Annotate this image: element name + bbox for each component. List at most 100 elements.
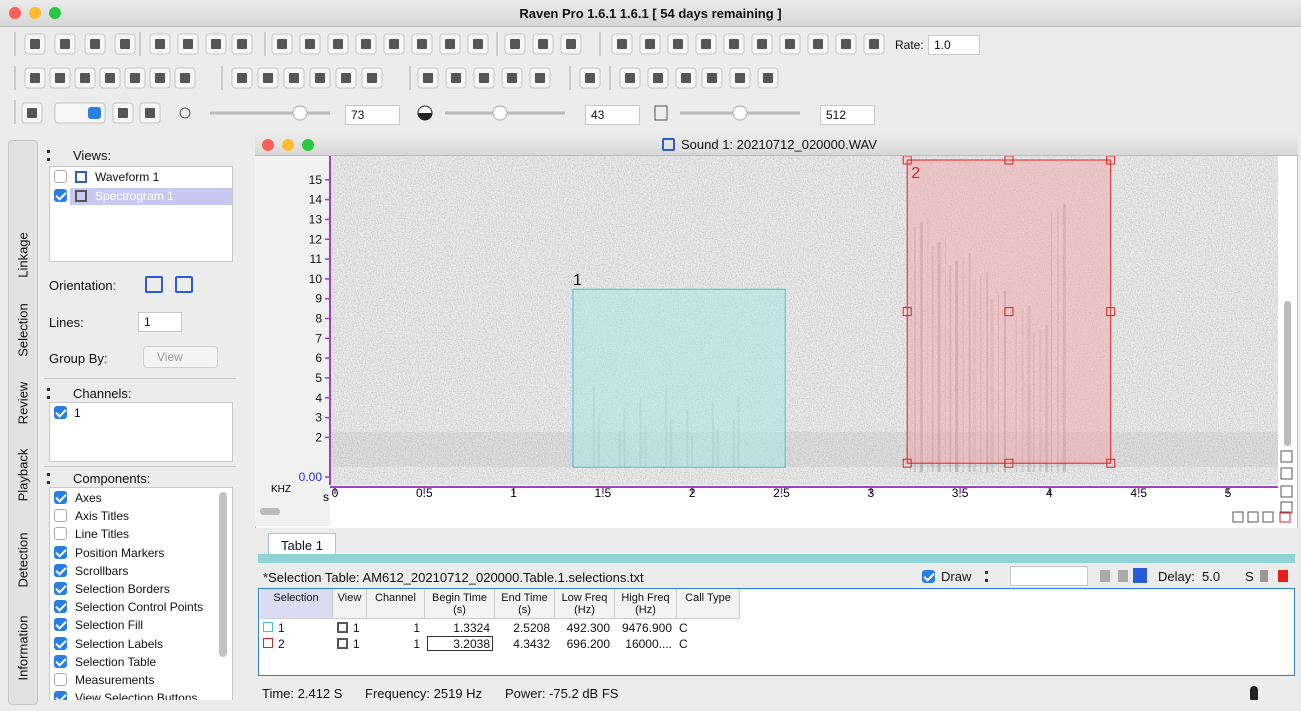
- component-name[interactable]: Measurements: [75, 673, 154, 687]
- checkbox[interactable]: [54, 527, 67, 540]
- checkbox[interactable]: [54, 655, 67, 668]
- component-name[interactable]: Axis Titles: [75, 509, 129, 523]
- lines-input[interactable]: 1: [138, 312, 182, 332]
- checkbox[interactable]: [54, 546, 67, 559]
- components-cover: [49, 700, 233, 711]
- column-header[interactable]: Call Type: [677, 589, 740, 619]
- slider-knob[interactable]: [493, 106, 507, 120]
- orientation-button[interactable]: [175, 276, 193, 293]
- table-tab[interactable]: Table 1: [268, 533, 336, 555]
- side-tab[interactable]: Playback: [16, 449, 31, 502]
- component-name[interactable]: Selection Table: [75, 655, 156, 669]
- play-button[interactable]: [1133, 568, 1147, 583]
- checkbox[interactable]: [54, 170, 67, 183]
- zoom-button[interactable]: [1233, 512, 1243, 522]
- view-name[interactable]: Spectrogram 1: [95, 189, 174, 203]
- table-cell[interactable]: 1: [367, 637, 420, 651]
- components-scrollbar[interactable]: [219, 492, 227, 657]
- side-tab[interactable]: Linkage: [16, 232, 31, 278]
- zoom-button[interactable]: [1248, 512, 1258, 522]
- table-cell[interactable]: 492.300: [555, 621, 610, 635]
- window-button[interactable]: [302, 139, 314, 151]
- checkbox[interactable]: [54, 637, 67, 650]
- component-name[interactable]: Line Titles: [75, 527, 129, 541]
- selection-box[interactable]: [573, 289, 785, 467]
- column-header[interactable]: End Time(s): [495, 589, 555, 619]
- selection-box[interactable]: [907, 160, 1110, 463]
- table-cell[interactable]: 1: [278, 621, 285, 635]
- table-cell[interactable]: 1.3324: [425, 621, 490, 635]
- component-name[interactable]: Position Markers: [75, 546, 164, 560]
- column-header[interactable]: High Freq(Hz): [615, 589, 677, 619]
- zoom-button[interactable]: [1281, 486, 1292, 497]
- column-header[interactable]: View: [333, 589, 367, 619]
- contrast-input[interactable]: 43: [585, 105, 640, 125]
- component-name[interactable]: Axes: [75, 491, 102, 505]
- spectrogram: 0.002345678910111213141500.511.522.533.5…: [255, 156, 1298, 526]
- checkbox[interactable]: [54, 509, 67, 522]
- zoom-button[interactable]: [1281, 468, 1292, 479]
- side-tab[interactable]: Information: [16, 615, 31, 680]
- window-button[interactable]: [282, 139, 294, 151]
- table-cell[interactable]: 2: [278, 637, 285, 651]
- table-cell[interactable]: 1: [353, 621, 360, 635]
- table-cell[interactable]: 9476.900: [615, 621, 672, 635]
- checkbox[interactable]: [54, 491, 67, 504]
- status-time: Time: 2.412 S: [262, 686, 342, 701]
- table-cell[interactable]: 2.5208: [495, 621, 550, 635]
- table-cell[interactable]: 1: [367, 621, 420, 635]
- checkbox[interactable]: [54, 564, 67, 577]
- zoom-button[interactable]: [1281, 451, 1292, 462]
- component-name[interactable]: Selection Control Points: [75, 600, 203, 614]
- checkbox[interactable]: [54, 406, 67, 419]
- component-name[interactable]: Selection Fill: [75, 618, 143, 632]
- rate-input[interactable]: 1.0: [928, 35, 980, 55]
- side-tab[interactable]: Detection: [16, 533, 31, 588]
- h-scrollbar[interactable]: [260, 508, 280, 515]
- table-cell[interactable]: 696.200: [555, 637, 610, 651]
- v-scrollbar[interactable]: [1284, 301, 1291, 446]
- component-name[interactable]: Selection Labels: [75, 637, 163, 651]
- table-cell[interactable]: 4.3432: [495, 637, 550, 651]
- nav-button[interactable]: [1278, 570, 1288, 582]
- column-header[interactable]: Selection: [260, 589, 333, 619]
- table-cell[interactable]: 16000....: [615, 637, 672, 651]
- zoom-button[interactable]: [1263, 512, 1273, 522]
- checkbox[interactable]: [54, 618, 67, 631]
- checkbox[interactable]: [54, 673, 67, 686]
- delay-value[interactable]: 5.0: [1202, 569, 1220, 584]
- slider-knob[interactable]: [293, 106, 307, 120]
- channel-name[interactable]: 1: [74, 406, 81, 420]
- zoom-button[interactable]: [1281, 502, 1292, 513]
- nav-button[interactable]: [1260, 570, 1268, 582]
- table-cell[interactable]: C: [679, 621, 688, 635]
- table-cell[interactable]: 1: [353, 637, 360, 651]
- component-name[interactable]: Scrollbars: [75, 564, 128, 578]
- side-tab[interactable]: Review: [16, 382, 31, 425]
- table-cell[interactable]: C: [679, 637, 688, 651]
- delay-label: Delay:: [1158, 569, 1195, 584]
- checkbox[interactable]: [54, 189, 67, 202]
- checkbox[interactable]: [922, 570, 935, 583]
- toolbar-icon: [211, 39, 221, 49]
- orientation-button[interactable]: [145, 276, 163, 293]
- checkbox[interactable]: [54, 600, 67, 613]
- column-header[interactable]: Channel: [367, 589, 425, 619]
- draw-input[interactable]: [1010, 566, 1088, 586]
- column-header[interactable]: Low Freq(Hz): [555, 589, 615, 619]
- column-header[interactable]: Begin Time(s): [425, 589, 495, 619]
- component-name[interactable]: Selection Borders: [75, 582, 170, 596]
- toolbar-icon: [341, 73, 351, 83]
- nav-button[interactable]: [1100, 570, 1110, 582]
- table-cell[interactable]: 3.2038: [425, 637, 490, 651]
- checkbox[interactable]: [54, 582, 67, 595]
- slider-knob[interactable]: [733, 106, 747, 120]
- brightness-input[interactable]: 73: [345, 105, 400, 125]
- nav-button[interactable]: [1118, 570, 1128, 582]
- toolbar-icon: [277, 39, 287, 49]
- group-by-select[interactable]: View: [143, 346, 218, 368]
- side-tab[interactable]: Selection: [16, 303, 31, 356]
- resolution-input[interactable]: 512: [820, 105, 875, 125]
- view-name[interactable]: Waveform 1: [95, 170, 159, 184]
- window-button[interactable]: [262, 139, 274, 151]
